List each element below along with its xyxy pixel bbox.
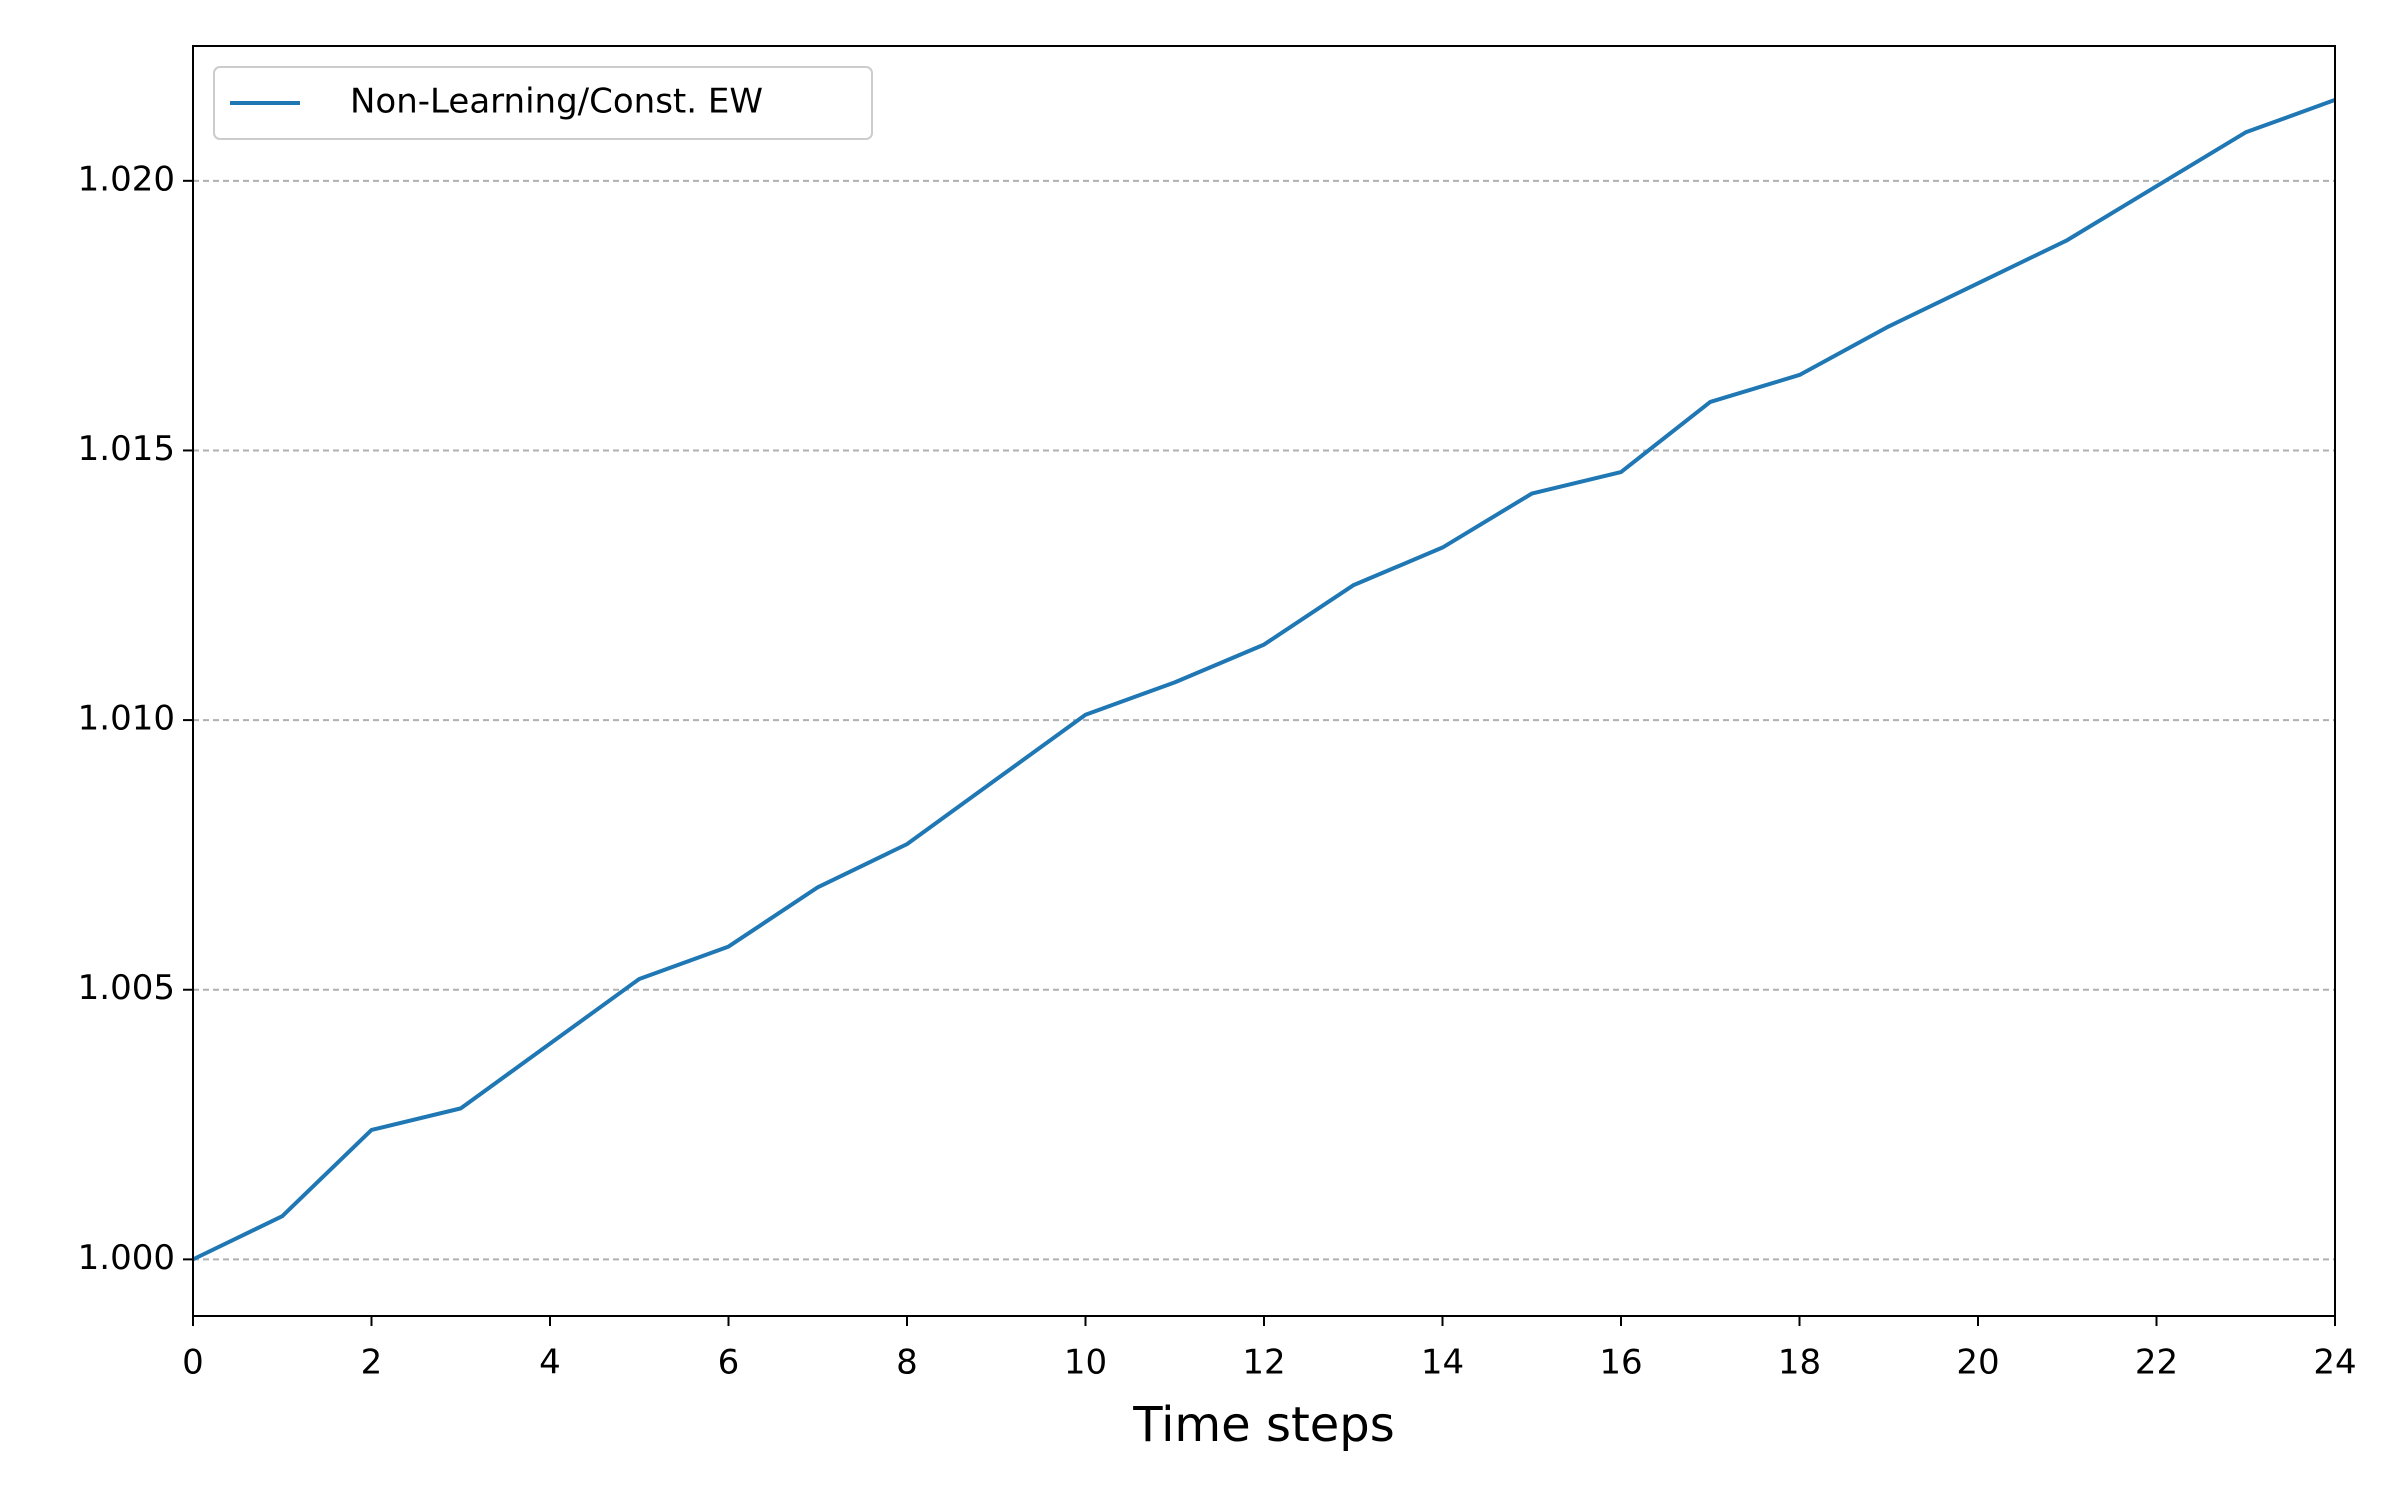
data-line bbox=[192, 98, 2336, 1262]
legend-label: Non-Learning/Const. EW bbox=[350, 82, 763, 122]
x-tick-label: 22 bbox=[2135, 1343, 2178, 1383]
x-tick-label: 10 bbox=[1064, 1343, 1107, 1383]
x-tick-label: 2 bbox=[361, 1343, 383, 1383]
y-tick-label: 1.005 bbox=[78, 968, 175, 1008]
x-tick-label: 8 bbox=[896, 1343, 918, 1383]
plot-frame bbox=[192, 45, 2336, 1317]
x-tick-label: 14 bbox=[1421, 1343, 1464, 1383]
x-tick-label: 6 bbox=[718, 1343, 740, 1383]
y-tick-label: 1.015 bbox=[78, 429, 175, 469]
x-tick-label: 0 bbox=[182, 1343, 204, 1383]
x-tick-label: 20 bbox=[1956, 1343, 1999, 1383]
y-tick-label: 1.010 bbox=[78, 699, 175, 739]
x-axis-label: Time steps bbox=[1132, 1397, 1395, 1453]
x-tick-label: 4 bbox=[539, 1343, 561, 1383]
x-tick-label: 18 bbox=[1778, 1343, 1821, 1383]
y-tick-label: 1.000 bbox=[78, 1238, 175, 1278]
x-tick-label: 16 bbox=[1599, 1343, 1642, 1383]
y-tick-label: 1.020 bbox=[78, 159, 175, 199]
legend-box bbox=[213, 66, 873, 140]
x-tick-label: 12 bbox=[1242, 1343, 1285, 1383]
x-tick-label: 24 bbox=[2313, 1343, 2356, 1383]
